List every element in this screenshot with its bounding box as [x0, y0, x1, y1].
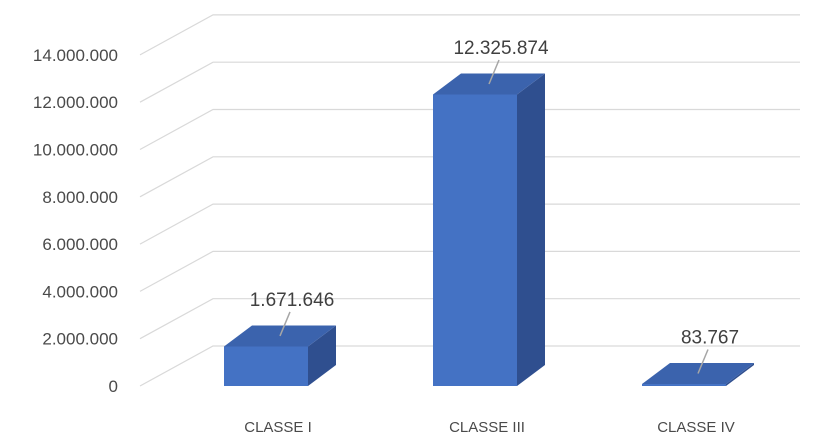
- gridline: [139, 156, 800, 198]
- y-tick-label: 4.000.000: [42, 282, 118, 301]
- x-tick-label: CLASSE IV: [657, 419, 735, 436]
- bar-side: [726, 363, 754, 386]
- y-tick-label: 6.000.000: [42, 235, 118, 254]
- bar-side: [517, 73, 545, 387]
- data-label: 1.671.646: [250, 290, 335, 311]
- data-label: 83.767: [681, 328, 739, 349]
- gridline: [139, 108, 800, 151]
- data-label: 12.325.874: [453, 38, 549, 59]
- y-axis-ticks: 0 2.000.000 4.000.000 6.000.000 8.000.000 10.…: [33, 46, 118, 396]
- data-labels: 1.671.646 12.325.874 83.767: [250, 38, 739, 374]
- bar: [224, 325, 336, 386]
- bar-front: [433, 94, 517, 387]
- gridline: [139, 203, 800, 245]
- y-tick-label: 14.000.000: [33, 46, 118, 65]
- bar-side: [308, 325, 336, 386]
- bars: [224, 73, 754, 387]
- y-tick-label: 10.000.000: [33, 141, 118, 160]
- gridline: [139, 61, 800, 103]
- data-label-leader: [488, 59, 500, 85]
- x-tick-label: CLASSE I: [244, 419, 312, 436]
- y-tick-label: 12.000.000: [33, 93, 118, 112]
- gridlines: [139, 14, 800, 387]
- gridline: [139, 298, 800, 340]
- gridline: [139, 14, 800, 56]
- y-tick-label: 8.000.000: [42, 188, 118, 207]
- x-axis-ticks: CLASSE I CLASSE III CLASSE IV: [244, 419, 735, 436]
- data-label-leader: [279, 311, 291, 337]
- bar-front: [642, 384, 726, 386]
- y-tick-label: 0: [109, 377, 118, 396]
- y-tick-label: 2.000.000: [42, 330, 118, 349]
- gridline: [139, 345, 800, 387]
- bar: [433, 73, 545, 387]
- bar-front: [224, 346, 308, 386]
- x-tick-label: CLASSE III: [449, 419, 525, 436]
- bar: [642, 363, 754, 386]
- gridline: [139, 250, 800, 292]
- data-label-leader: [697, 349, 709, 374]
